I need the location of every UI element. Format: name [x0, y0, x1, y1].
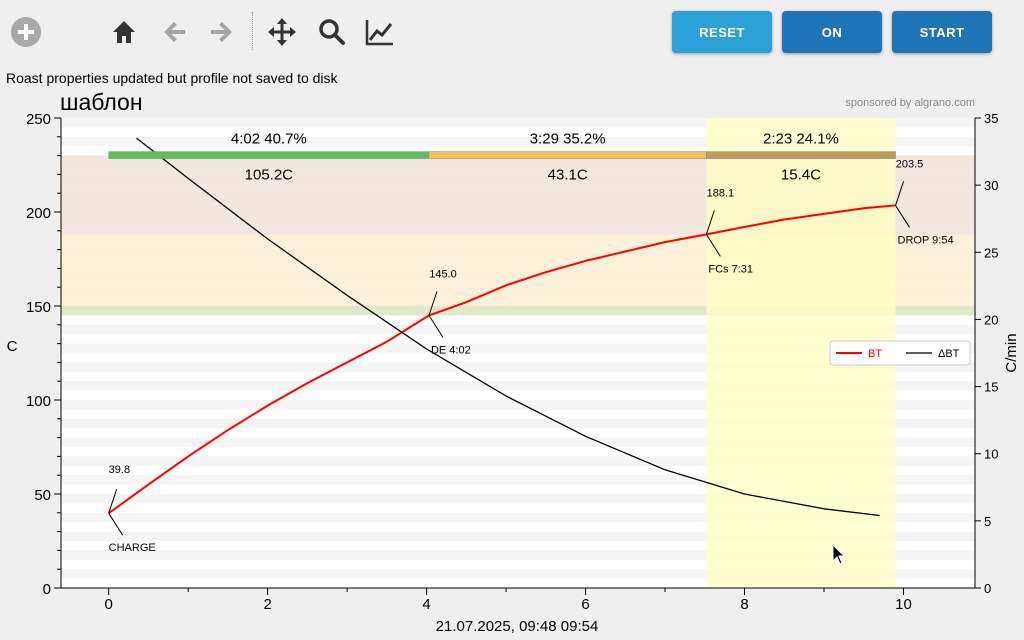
y2-tick-label: 15: [984, 380, 998, 395]
y-tick-label: 150: [26, 299, 51, 316]
annotation-leader-up-0: [108, 489, 118, 514]
phase-label-1: 3:29 35.2%: [530, 131, 606, 148]
grid-stripe: [61, 531, 975, 541]
arrow-right-icon[interactable]: [206, 16, 238, 48]
search-icon[interactable]: [316, 16, 348, 48]
phase-band-2: [61, 306, 975, 316]
grid-stripe: [61, 437, 975, 447]
grid-stripe: [61, 456, 975, 466]
y-tick-label: 100: [26, 393, 51, 410]
home-icon[interactable]: [108, 16, 140, 48]
y-tick-label: 50: [34, 487, 51, 504]
grid-stripe: [61, 118, 975, 128]
grid-stripe: [61, 494, 975, 504]
series-line-BT: [108, 204, 896, 515]
y2-tick-label: 25: [984, 245, 998, 260]
phase-label-2: 2:23 24.1%: [763, 131, 839, 148]
y-tick-label: 200: [26, 205, 51, 222]
annotation-label-3: DROP 9:54: [898, 234, 954, 246]
y2-tick-label: 35: [984, 111, 998, 126]
annotation-leader-down-3: [895, 205, 910, 228]
annotation-value-1: 145.0: [429, 268, 457, 280]
grid-stripe: [61, 512, 975, 523]
x-axis-label: 21.07.2025, 09:48 09:54: [436, 618, 599, 635]
annotation-label-0: CHARGE: [109, 542, 156, 554]
grid-stripe: [61, 381, 975, 391]
grid-stripe: [61, 400, 975, 410]
legend[interactable]: BT ΔBT: [829, 340, 971, 366]
phase-bar-2: [706, 151, 896, 159]
legend-box: [829, 340, 971, 366]
grid-stripe: [61, 343, 975, 353]
plus-circle-icon[interactable]: [10, 16, 42, 48]
series-line-ΔBT: [136, 137, 880, 517]
chart-title: шаблон: [60, 89, 143, 115]
grid-stripe: [61, 550, 975, 560]
annotation-leader-up-1: [428, 291, 438, 316]
roast-chart[interactable]: 4:02 40.7% 105.2C 3:29 35.2% 43.1C 2:23 24.1…: [0, 88, 1024, 640]
annotation-label-1: DE 4:02: [431, 344, 471, 356]
y2-tick-label: 30: [984, 178, 998, 193]
legend-bt-label: BT: [868, 348, 882, 360]
annotation-label-2: FCs 7:31: [708, 263, 753, 275]
mouse-cursor-icon: [832, 543, 846, 565]
annotation-leader-up-2: [705, 210, 715, 235]
y2-tick-label: 20: [984, 312, 998, 327]
x-tick-label: 0: [105, 596, 113, 613]
move-icon[interactable]: [266, 16, 298, 48]
toolbar-separator: [252, 12, 253, 50]
arrow-left-icon[interactable]: [158, 16, 190, 48]
annotation-leader-down-0: [108, 512, 124, 536]
reset-button[interactable]: RESET: [672, 11, 772, 53]
x-tick-label: 2: [263, 596, 271, 613]
y2-axis-label: C/min: [1003, 333, 1020, 372]
x-tick-label: 8: [740, 596, 748, 613]
grid-stripe: [61, 569, 975, 579]
grid-stripe: [61, 324, 975, 335]
y-tick-label: 0: [43, 581, 51, 598]
annotation-value-0: 39.8: [109, 464, 130, 476]
phase-bar-1: [428, 151, 707, 159]
annotation-value-2: 188.1: [707, 187, 735, 199]
annotation-leader-down-2: [705, 234, 721, 257]
y2-tick-label: 5: [984, 514, 991, 529]
y-tick-label: 250: [26, 111, 51, 128]
phase-delta-2: 15.4C: [781, 167, 821, 184]
x-tick-label: 6: [581, 596, 589, 613]
phase-bar-0: [108, 151, 430, 159]
y-axis-label: C: [7, 338, 18, 355]
y2-tick-label: 10: [984, 447, 998, 462]
status-message: Roast properties updated but profile not…: [6, 70, 338, 86]
phase-delta-1: 43.1C: [548, 167, 588, 184]
sponsor-text: sponsored by algrano.com: [845, 97, 975, 109]
grid-stripe: [61, 475, 975, 485]
toolbar: RESET ON START: [0, 0, 1024, 62]
x-tick-label: 4: [422, 596, 430, 613]
grid-stripe: [61, 418, 975, 429]
x-tick-label: 10: [895, 596, 912, 613]
line-chart-icon[interactable]: [364, 16, 396, 48]
grid-stripe: [61, 362, 975, 372]
annotation-value-3: 203.5: [896, 158, 924, 170]
y2-tick-label: 0: [984, 581, 991, 596]
on-button[interactable]: ON: [782, 11, 882, 53]
phase-delta-0: 105.2C: [245, 167, 294, 184]
annotation-leader-up-3: [895, 181, 904, 206]
start-button[interactable]: START: [892, 11, 992, 53]
phase-label-0: 4:02 40.7%: [231, 131, 307, 148]
grid-stripe: [61, 136, 975, 147]
legend-dbt-label: ΔBT: [938, 348, 960, 360]
annotation-leader-down-1: [428, 315, 444, 338]
